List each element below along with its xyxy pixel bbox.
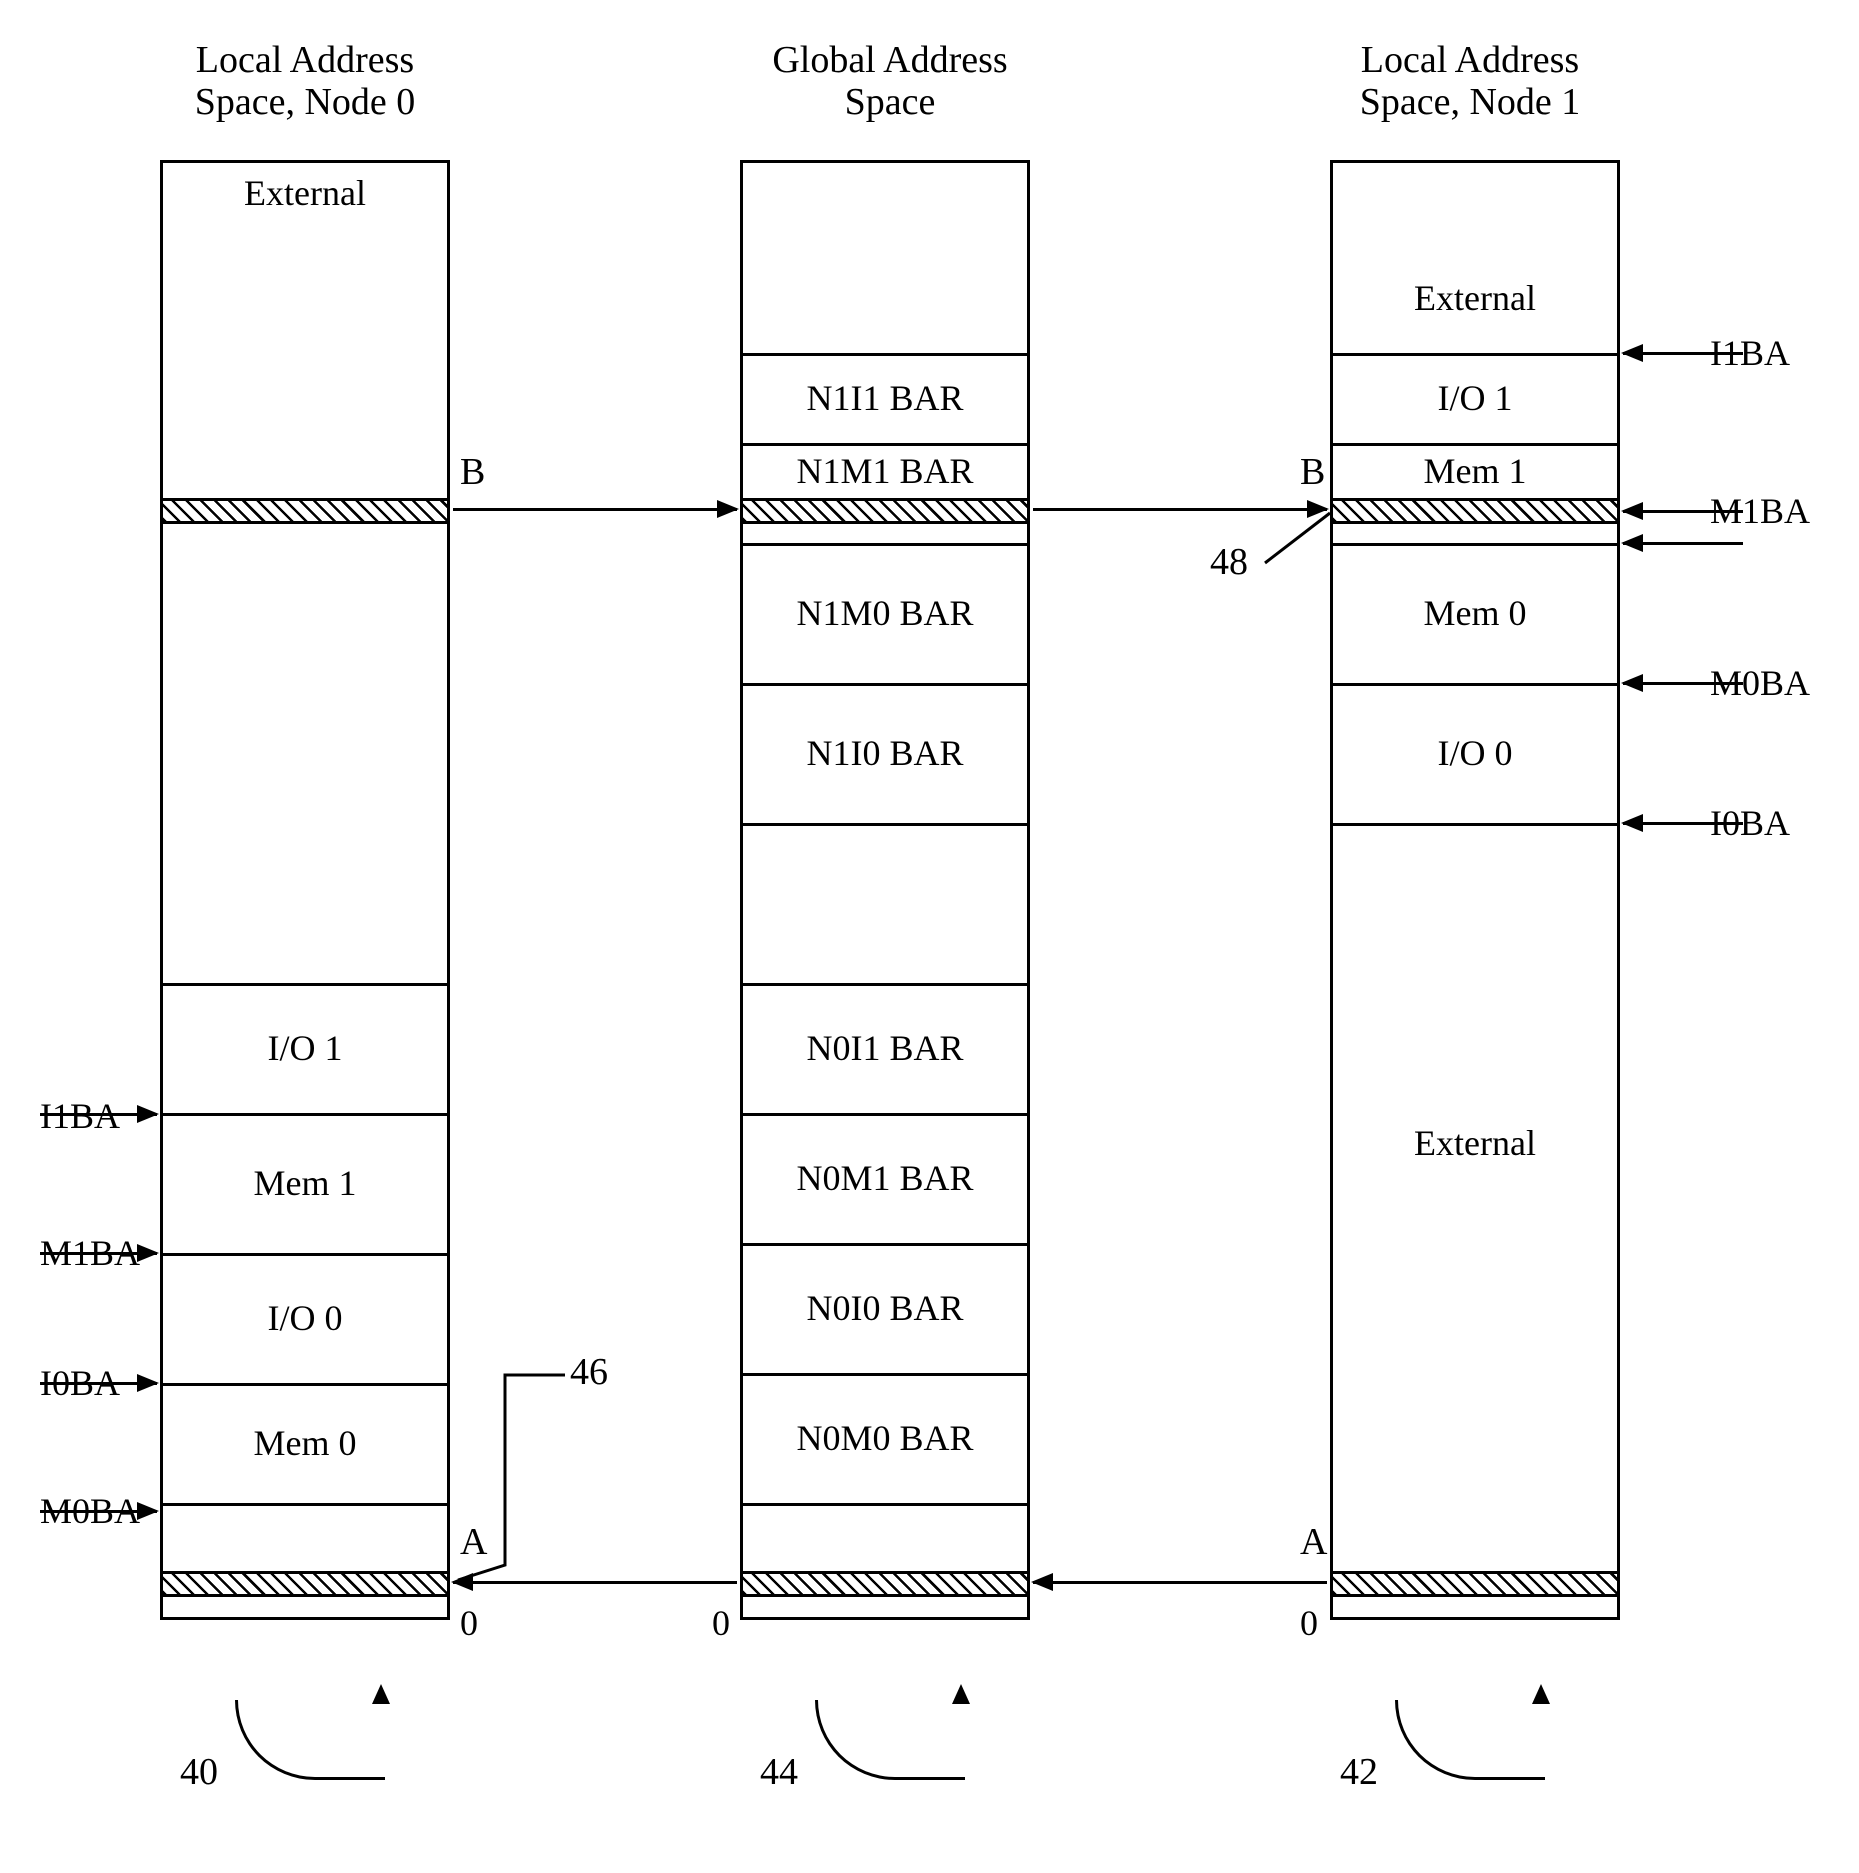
letter-b-right: B	[1300, 450, 1325, 494]
global-n1m0: N1M0 BAR	[743, 543, 1027, 683]
node0-hatched-b	[163, 498, 447, 524]
curve-40	[235, 1700, 385, 1780]
global-n0i1: N0I1 BAR	[743, 983, 1027, 1113]
node1-io1: I/O 1	[1333, 353, 1617, 443]
node0-io1: I/O 1	[163, 983, 447, 1113]
node1-mem0: Mem 0	[1333, 543, 1617, 683]
leader-48	[1260, 508, 1340, 568]
global-hatched-a	[743, 1571, 1027, 1597]
node0-io0: I/O 0	[163, 1253, 447, 1383]
column-node1: External I/O 1 Mem 1 Mem 0 I/O 0 Externa…	[1330, 160, 1620, 1620]
zero-mid: 0	[712, 1602, 730, 1644]
letter-b-left: B	[460, 450, 485, 494]
ref-48: 48	[1210, 540, 1248, 584]
ref-46: 46	[570, 1350, 608, 1394]
column-node0: External I/O 1 Mem 1 I/O 0 Mem 0	[160, 160, 450, 1620]
global-n1i1: N1I1 BAR	[743, 353, 1027, 443]
arrow-b-left-mid	[453, 508, 737, 511]
node1-external-bot: External	[1333, 1043, 1617, 1243]
node0-external: External	[163, 163, 447, 223]
node1-io0: I/O 0	[1333, 683, 1617, 823]
address-space-diagram: Local Address Space, Node 0 Global Addre…	[40, 40, 1820, 1830]
global-hatched-b	[743, 498, 1027, 524]
label-node0-i1ba: I1BA	[40, 1095, 120, 1137]
node1-mem1: Mem 1	[1333, 443, 1617, 498]
node1-external-top: External	[1333, 243, 1617, 353]
ref-40: 40	[180, 1750, 218, 1794]
title-mid: Global Address Space	[720, 40, 1060, 124]
node1-hatched-b	[1333, 498, 1617, 524]
zero-left: 0	[460, 1602, 478, 1644]
node1-hatched-a	[1333, 1571, 1617, 1597]
global-n1i0: N1I0 BAR	[743, 683, 1027, 823]
letter-a-right: A	[1300, 1520, 1327, 1564]
curve-42	[1395, 1700, 1545, 1780]
node0-mem0: Mem 0	[163, 1383, 447, 1503]
ref-44: 44	[760, 1750, 798, 1794]
global-n0m0: N0M0 BAR	[743, 1373, 1027, 1503]
ref-42: 42	[1340, 1750, 1378, 1794]
arrow-a-right-mid	[1033, 1581, 1327, 1584]
global-n1m1: N1M1 BAR	[743, 443, 1027, 498]
leader-46	[450, 1365, 570, 1585]
title-right: Local Address Space, Node 1	[1300, 40, 1640, 124]
global-n0m1: N0M1 BAR	[743, 1113, 1027, 1243]
node0-mem1: Mem 1	[163, 1113, 447, 1253]
global-n0i0: N0I0 BAR	[743, 1243, 1027, 1373]
title-left: Local Address Space, Node 0	[150, 40, 460, 124]
column-global: N1I1 BAR N1M1 BAR N1M0 BAR N1I0 BAR N0I1…	[740, 160, 1030, 1620]
curve-44	[815, 1700, 965, 1780]
node0-hatched-a	[163, 1571, 447, 1597]
zero-right: 0	[1300, 1602, 1318, 1644]
